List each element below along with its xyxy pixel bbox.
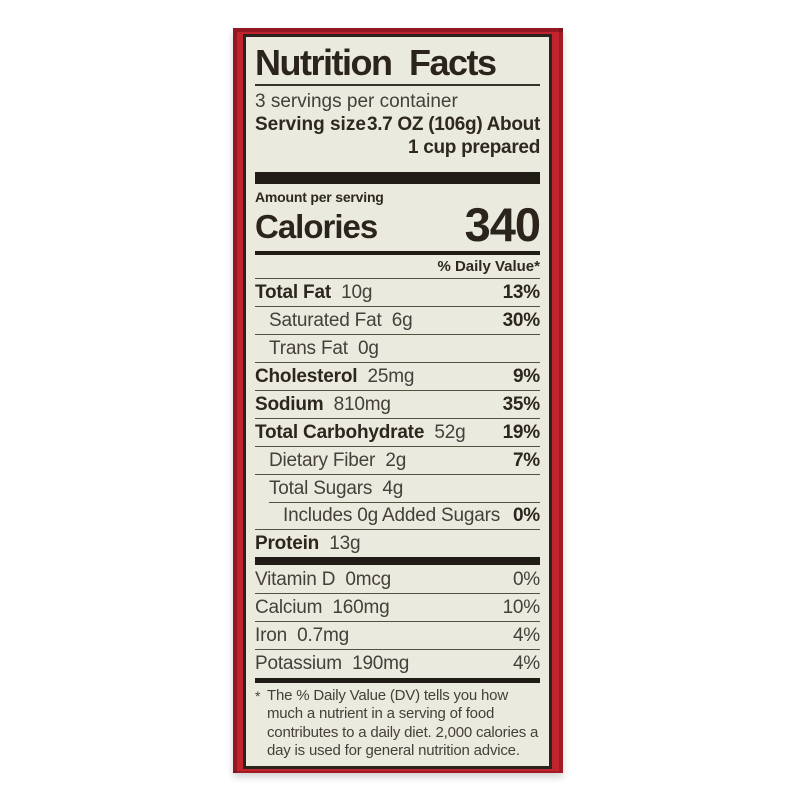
serving-size-value-line2: 1 cup prepared bbox=[407, 137, 540, 158]
nutrient-row: Calcium 160mg 10% bbox=[255, 593, 540, 621]
nutrient-row: Iron 0.7mg 4% bbox=[255, 621, 540, 649]
nutrient-dv: 35% bbox=[502, 393, 541, 415]
separator-bar-thick bbox=[255, 172, 540, 185]
label-title: Nutrition Facts bbox=[255, 44, 540, 86]
footnote-text: The % Daily Value (DV) tells you how muc… bbox=[267, 686, 539, 760]
nutrient-row: Potassium 190mg 4% bbox=[255, 649, 540, 677]
nutrient-row: Includes 0g Added Sugars 0% bbox=[255, 501, 540, 529]
nutrition-facts-label: Nutrition Facts 3 servings per container… bbox=[243, 34, 552, 769]
nutrient-name-amount: Includes 0g Added Sugars bbox=[283, 505, 500, 527]
nutrient-name: Cholesterol bbox=[255, 365, 358, 387]
nutrient-row: Trans Fat 0g bbox=[255, 333, 540, 362]
nutrient-amount: 160mg bbox=[332, 597, 390, 619]
product-box-panel: Nutrition Facts 3 servings per container… bbox=[233, 28, 563, 773]
nutrient-name: Saturated Fat bbox=[269, 309, 382, 331]
nutrient-name-amount: Potassium 190mg bbox=[255, 653, 409, 675]
nutrient-amount: 0mcg bbox=[345, 569, 392, 591]
nutrient-dv: 9% bbox=[512, 365, 540, 387]
nutrient-row: Dietary Fiber 2g 7% bbox=[255, 445, 540, 474]
nutrient-row: Total Carbohydrate 52g 19% bbox=[255, 417, 541, 446]
nutrient-name: Trans Fat bbox=[269, 337, 348, 359]
serving-size-row: Serving size 3.7 OZ (106g) About bbox=[255, 113, 540, 136]
nutrient-dv: 0% bbox=[512, 569, 540, 591]
nutrient-name: Iron bbox=[255, 625, 287, 647]
nutrient-amount: 25mg bbox=[367, 365, 415, 387]
servings-per-container: 3 servings per container bbox=[255, 91, 458, 112]
serving-size-row-2: 1 cup prepared bbox=[255, 136, 540, 159]
nutrient-dv: 7% bbox=[512, 449, 540, 471]
serving-size-value-line1: 3.7 OZ (106g) About bbox=[366, 114, 540, 135]
nutrient-name: Dietary Fiber bbox=[269, 449, 376, 471]
daily-value-header: % Daily Value* bbox=[437, 257, 540, 275]
nutrient-dv: 4% bbox=[512, 625, 540, 647]
nutrient-name-amount: Calcium 160mg bbox=[255, 597, 390, 619]
nutrient-dv: 19% bbox=[502, 421, 541, 443]
nutrient-name-amount: Trans Fat 0g bbox=[269, 338, 379, 360]
nutrient-name: Potassium bbox=[255, 653, 342, 675]
nutrient-name-amount: Sodium 810mg bbox=[255, 394, 391, 416]
nutrient-name: Includes 0g Added Sugars bbox=[283, 504, 501, 526]
nutrient-dv: 13% bbox=[502, 281, 541, 303]
nutrient-name: Sodium bbox=[255, 393, 324, 415]
nutrient-row: Total Fat 10g 13% bbox=[255, 277, 541, 306]
nutrient-name: Total Fat bbox=[255, 281, 331, 303]
nutrient-dv: 0% bbox=[512, 504, 540, 526]
nutrient-name-amount: Total Fat 10g bbox=[255, 282, 372, 304]
nutrient-amount: 52g bbox=[434, 421, 466, 443]
footnote-marker: * bbox=[255, 687, 261, 704]
calories-row: Calories 340 bbox=[255, 198, 541, 252]
vitamin-rows: Vitamin D 0mcg 0% Calcium 160mg 10% Iron… bbox=[255, 565, 540, 677]
nutrient-row: Cholesterol 25mg 9% bbox=[255, 361, 540, 390]
separator-bar-medium bbox=[255, 251, 540, 255]
nutrient-name-amount: Total Sugars 4g bbox=[269, 478, 403, 500]
nutrient-name: Total Sugars bbox=[269, 477, 373, 499]
separator-bar-vitamins bbox=[255, 556, 540, 566]
nutrient-amount: 190mg bbox=[352, 653, 410, 675]
nutrient-row: Total Sugars 4g bbox=[255, 473, 540, 502]
calories-value: 340 bbox=[464, 198, 541, 252]
calories-label: Calories bbox=[255, 208, 378, 246]
nutrient-amount: 6g bbox=[391, 309, 413, 331]
nutrient-amount: 810mg bbox=[333, 393, 391, 415]
nutrient-rows: Total Fat 10g 13% Saturated Fat 6g 30% T… bbox=[255, 277, 541, 557]
nutrient-name-amount: Cholesterol 25mg bbox=[255, 366, 414, 388]
nutrient-name-amount: Vitamin D 0mcg bbox=[255, 569, 391, 591]
footnote: * The % Daily Value (DV) tells you how m… bbox=[255, 687, 540, 761]
amount-per-serving-label: Amount per serving bbox=[255, 189, 384, 206]
nutrient-dv: 10% bbox=[502, 597, 541, 619]
nutrient-name: Calcium bbox=[255, 597, 323, 619]
nutrient-name-amount: Saturated Fat 6g bbox=[269, 309, 413, 332]
nutrient-amount: 0.7mg bbox=[297, 625, 349, 647]
nutrient-name: Vitamin D bbox=[255, 569, 336, 591]
nutrient-name-amount: Protein 13g bbox=[255, 532, 361, 555]
nutrient-amount: 10g bbox=[341, 281, 373, 303]
nutrient-row: Protein 13g bbox=[255, 528, 540, 557]
nutrient-row: Saturated Fat 6g 30% bbox=[255, 305, 541, 334]
serving-size-label: Serving size bbox=[255, 114, 366, 135]
nutrient-name-amount: Dietary Fiber 2g bbox=[269, 450, 406, 472]
separator-bar-footnote bbox=[255, 678, 540, 683]
nutrient-dv: 30% bbox=[502, 309, 541, 331]
nutrient-name-amount: Iron 0.7mg bbox=[255, 625, 349, 647]
nutrient-row: Vitamin D 0mcg 0% bbox=[255, 565, 540, 593]
nutrient-amount: 0g bbox=[357, 337, 379, 359]
nutrient-name: Protein bbox=[255, 532, 320, 554]
nutrient-row: Sodium 810mg 35% bbox=[255, 389, 541, 418]
nutrient-name: Total Carbohydrate bbox=[255, 421, 425, 443]
nutrient-amount: 13g bbox=[329, 532, 361, 554]
nutrient-amount: 4g bbox=[382, 477, 404, 499]
nutrient-name-amount: Total Carbohydrate 52g bbox=[255, 421, 466, 444]
nutrient-dv: 4% bbox=[512, 653, 540, 675]
nutrient-amount: 2g bbox=[385, 449, 407, 471]
